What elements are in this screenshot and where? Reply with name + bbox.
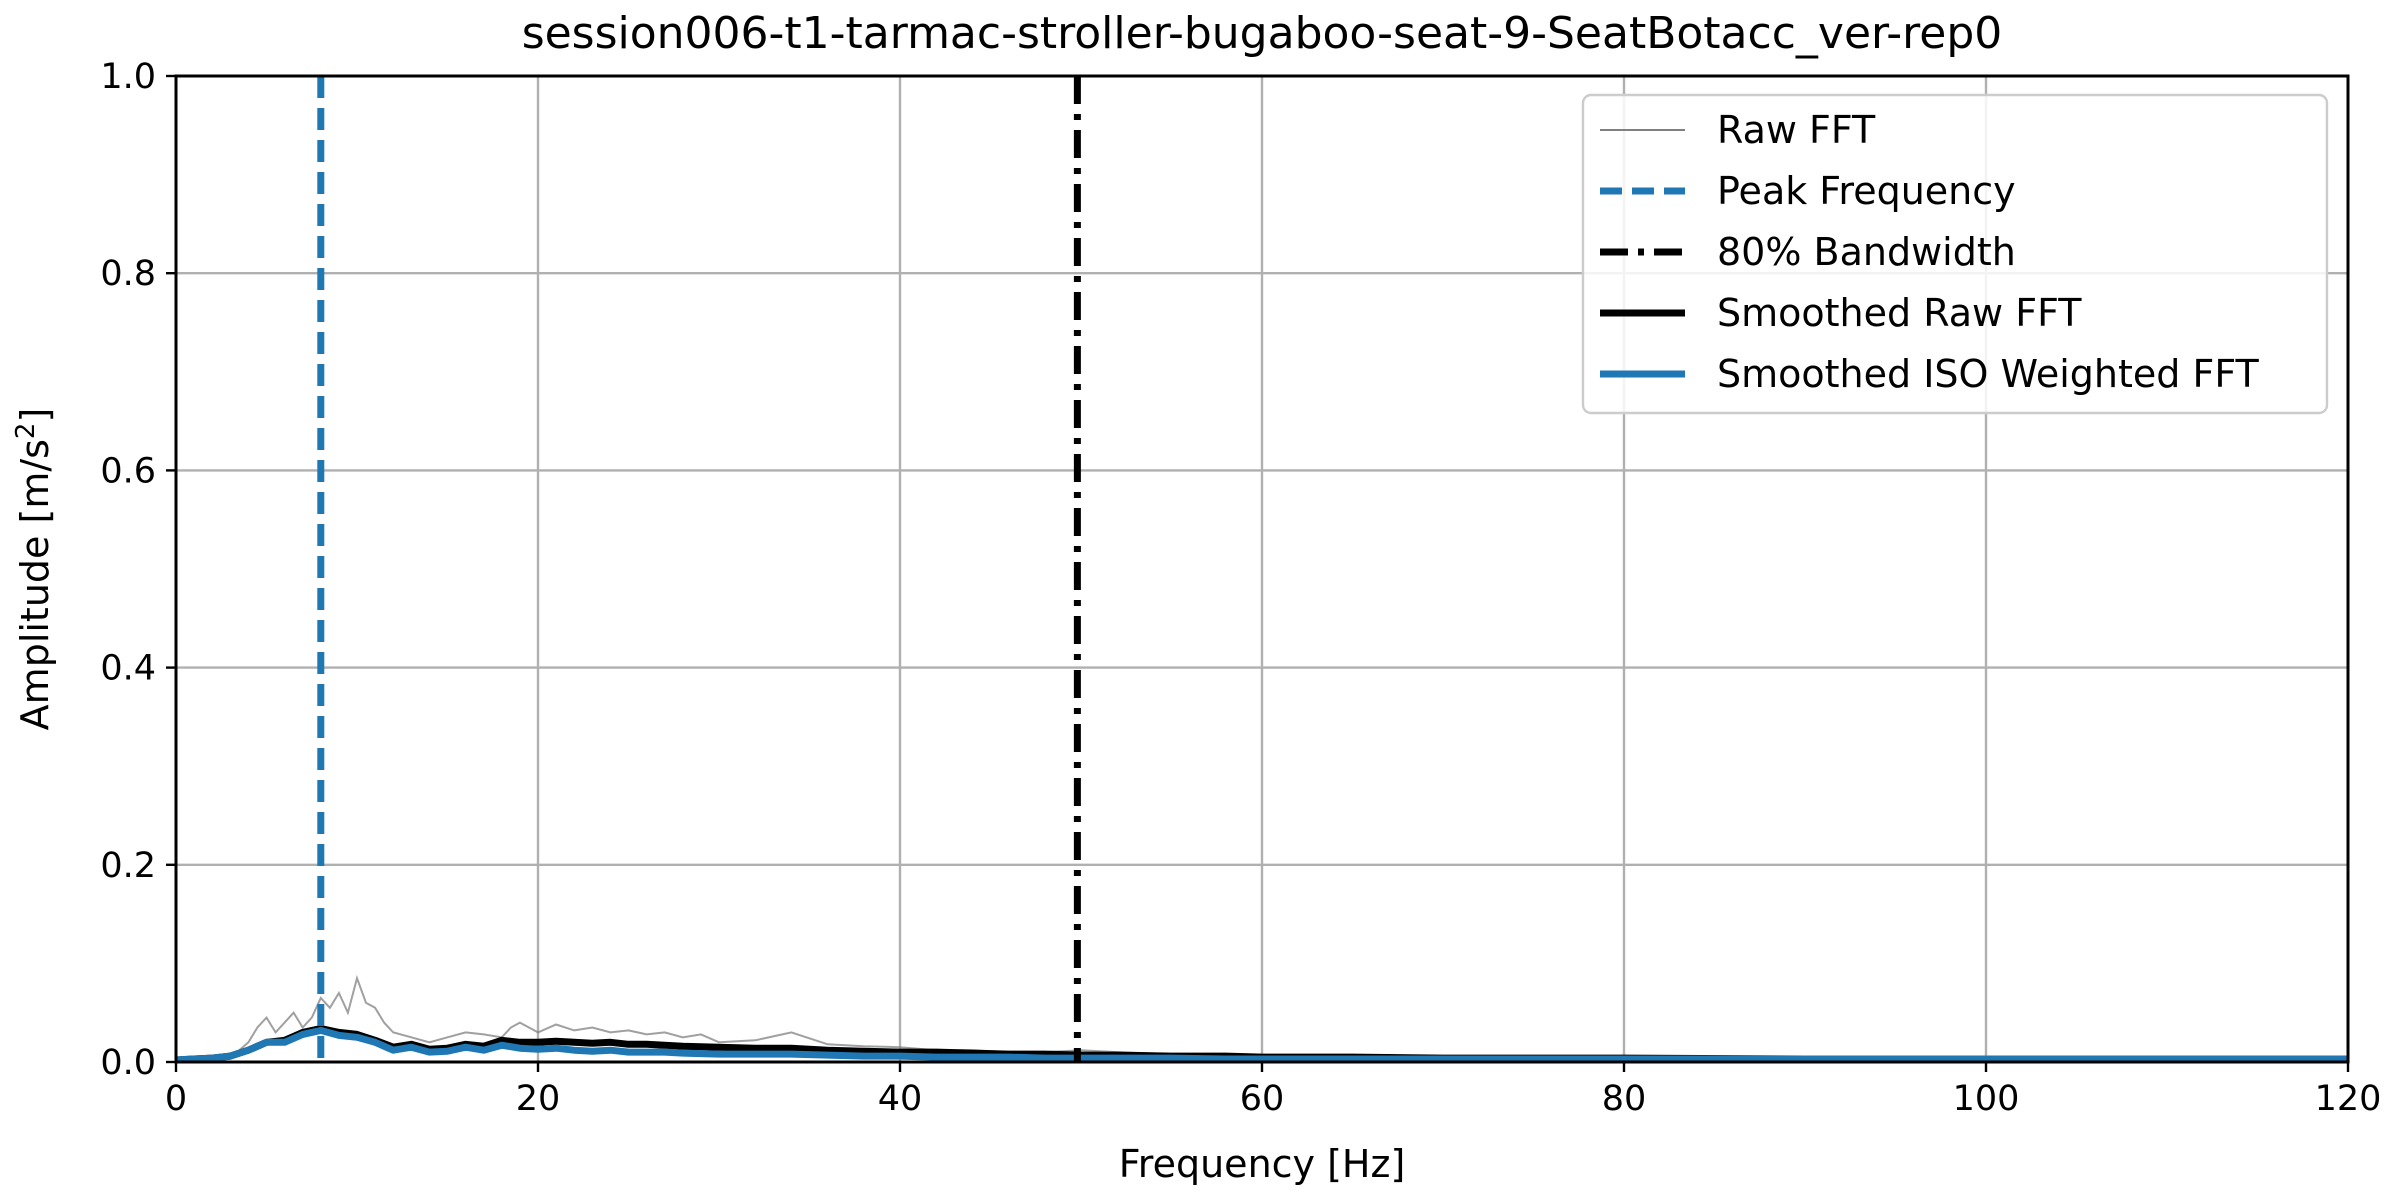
y-axis-ticks: 0.0 0.2 0.4 0.6 0.8 1.0 [100,57,176,1083]
x-tick-label: 60 [1240,1079,1285,1119]
legend-label: Peak Frequency [1717,169,2016,213]
x-tick-label: 0 [165,1079,187,1119]
x-axis-ticks: 0 20 40 60 80 100 120 [165,1062,2382,1119]
y-tick-label: 0.6 [100,451,156,491]
legend: Raw FFT Peak Frequency 80% Bandwidth Smooth… [1581,93,2329,415]
x-tick-label: 40 [878,1079,923,1119]
legend-label: Smoothed Raw FFT [1717,291,2082,335]
legend-label: Raw FFT [1717,108,1876,152]
x-tick-label: 100 [1953,1079,2020,1119]
y-tick-label: 0.4 [100,649,156,689]
y-tick-label: 0.0 [100,1043,156,1083]
legend-box [1581,93,2329,415]
x-tick-label: 80 [1602,1079,1647,1119]
x-tick-label: 20 [516,1079,561,1119]
x-axis-label: Frequency [Hz] [1119,1142,1406,1186]
x-tick-label: 120 [2315,1079,2382,1119]
y-tick-label: 1.0 [100,57,156,97]
legend-label: 80% Bandwidth [1717,230,2016,274]
smoothed-iso-weighted-fft-line [175,1026,2348,1064]
legend-label: Smoothed ISO Weighted FFT [1717,352,2260,396]
y-axis-label: Amplitude [m/s2] [11,408,57,731]
y-tick-label: 0.2 [100,846,156,886]
chart-title: session006-t1-tarmac-stroller-bugaboo-se… [522,8,2003,59]
series-layer [175,76,2348,1064]
y-tick-label: 0.8 [100,254,156,294]
